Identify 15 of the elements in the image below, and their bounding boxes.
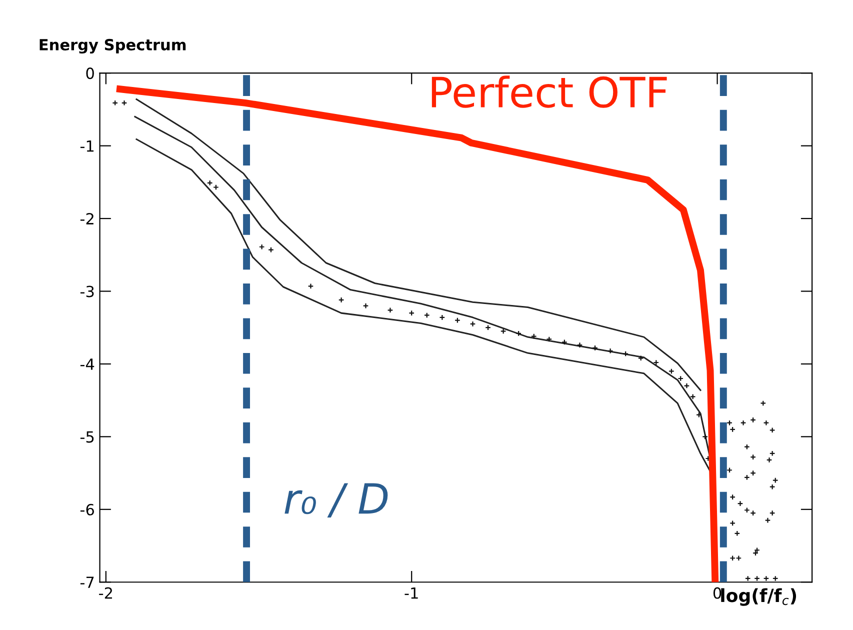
y-tick-label: -2 [80, 212, 94, 224]
y-tick-label: -4 [80, 358, 94, 370]
ref-line-label: r₀ / D [284, 483, 388, 518]
x-axis-title: log(f/f$_{c}$) [721, 588, 796, 606]
y-tick-label: -7 [80, 576, 94, 588]
y-tick-label: 0 [86, 68, 94, 80]
x-tick-label: 0 [713, 587, 722, 599]
chart-title: Energy Spectrum [40, 38, 186, 54]
y-tick-label: -3 [80, 286, 94, 298]
y-tick-label: -5 [80, 431, 94, 443]
x-tick-label: -2 [99, 587, 112, 599]
series-label: Perfect OTF [432, 76, 667, 108]
x-tick-label: -1 [404, 587, 418, 599]
y-tick-label: -6 [80, 504, 94, 516]
y-tick-label: -1 [80, 140, 94, 152]
